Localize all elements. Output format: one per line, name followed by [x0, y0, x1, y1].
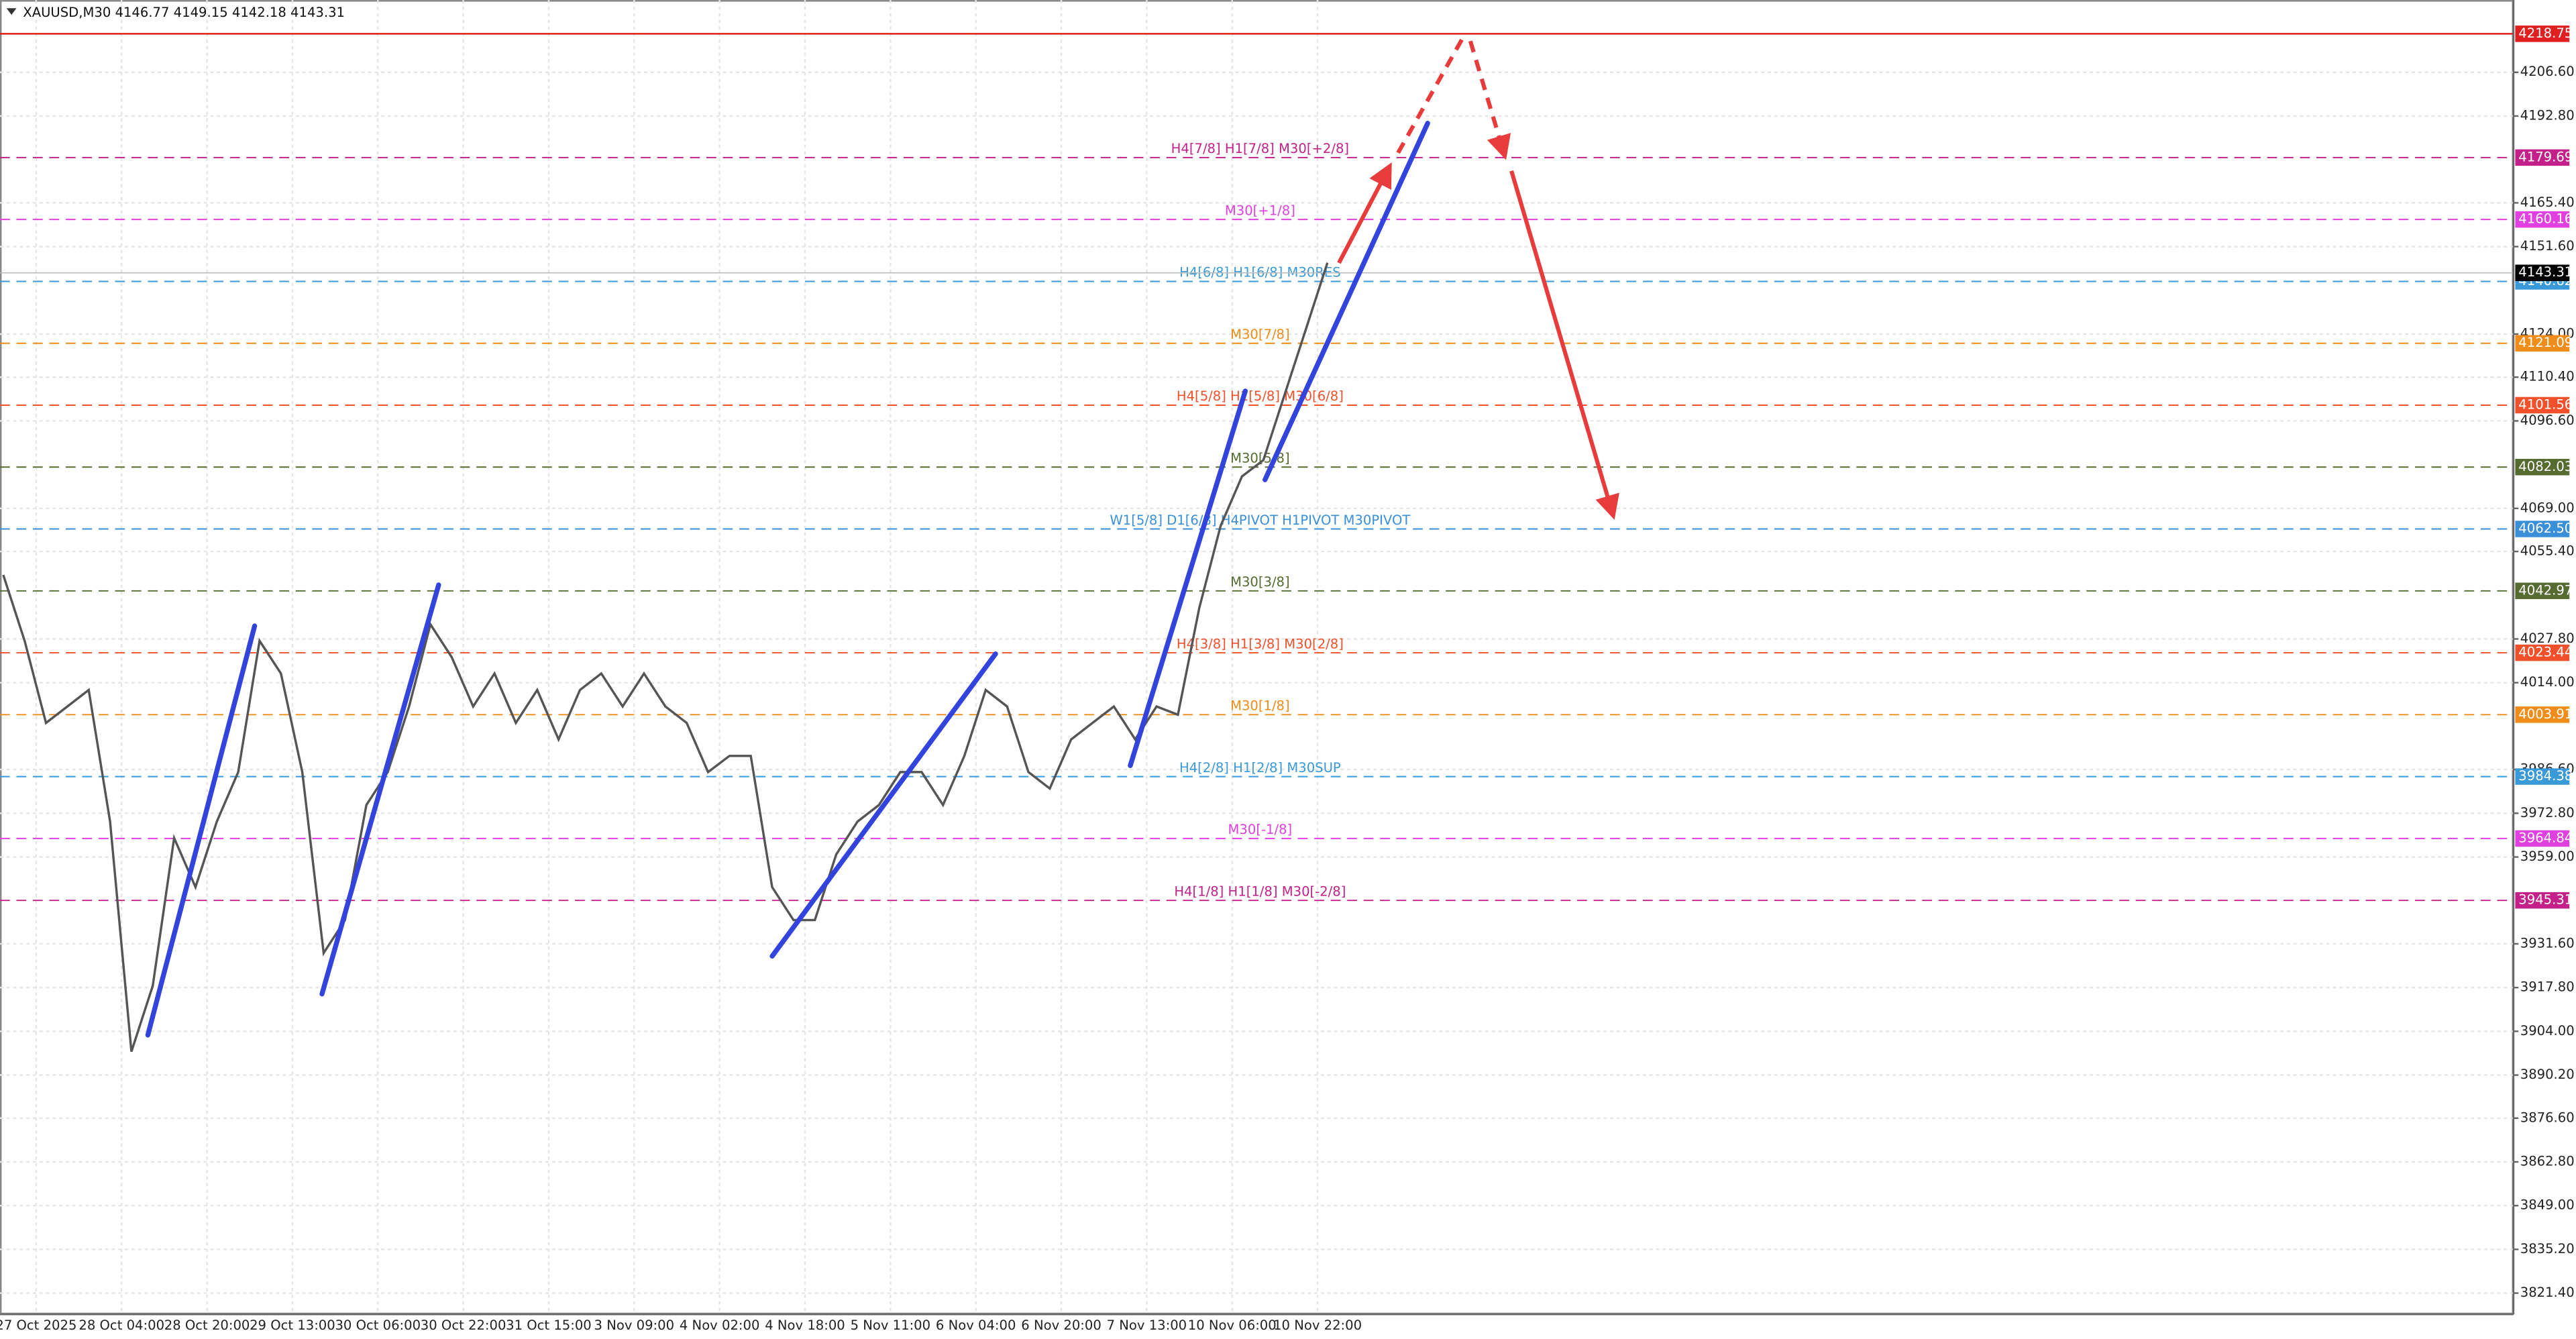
- x-tick-label: 27 Oct 2025: [0, 1318, 76, 1333]
- x-tick-label: 4 Nov 02:00: [680, 1318, 760, 1333]
- trend-line: [1128, 388, 1248, 768]
- x-tick-label: 6 Nov 04:00: [936, 1318, 1016, 1333]
- y-tick-label: 3959.00: [2520, 849, 2575, 864]
- trend-line: [1263, 121, 1430, 482]
- y-tick-label: 3890.20: [2520, 1067, 2575, 1082]
- price-tag: [2515, 706, 2570, 723]
- arrow: [1396, 35, 1466, 154]
- grid: [0, 0, 2514, 1315]
- price-tag: [2515, 459, 2570, 476]
- x-tick-label: 30 Oct 22:00: [421, 1318, 506, 1333]
- y-tick-label: 4151.60: [2520, 238, 2575, 254]
- y-tick-label: 4055.40: [2520, 543, 2575, 559]
- price-tag-label: 3984.38: [2518, 768, 2573, 784]
- x-tick-label: 3 Nov 09:00: [594, 1318, 675, 1333]
- price-tag: [2515, 644, 2570, 661]
- x-tick-label: 10 Nov 22:00: [1273, 1318, 1362, 1333]
- level-label: M30[1/8]: [1230, 698, 1290, 714]
- y-tick-label: 3835.20: [2520, 1241, 2575, 1256]
- price-tag-label: 4042.97: [2518, 582, 2573, 598]
- y-tick-label: 3904.00: [2520, 1023, 2575, 1038]
- x-tick-label: 29 Oct 13:00: [250, 1318, 335, 1333]
- price-tag-label: 3945.31: [2518, 892, 2573, 908]
- y-tick-label: 3821.40: [2520, 1285, 2575, 1300]
- x-tick-label: 10 Nov 06:00: [1188, 1318, 1277, 1333]
- level-label: H4[1/8] H1[1/8] M30[-2/8]: [1174, 883, 1346, 899]
- y-tick-label: 3917.80: [2520, 979, 2575, 995]
- price-tag: [2515, 264, 2570, 282]
- x-tick-label: 6 Nov 20:00: [1021, 1318, 1102, 1333]
- price-tag-label: 4101.56: [2518, 397, 2573, 413]
- y-tick-label: 3931.60: [2520, 935, 2575, 951]
- y-tick-label: 4069.00: [2520, 500, 2575, 515]
- x-tick-label: 31 Oct 15:00: [506, 1318, 592, 1333]
- price-tag: [2515, 521, 2570, 537]
- price-tag-label: 4160.16: [2518, 211, 2573, 227]
- price-tag-label: 3964.84: [2518, 830, 2573, 845]
- price-tag: [2515, 582, 2570, 600]
- level-label: W1[5/8] D1[6/8] H4PIVOT H1PIVOT M30PIVOT: [1110, 513, 1411, 528]
- trend-line: [319, 582, 441, 997]
- y-tick-label: 4206.60: [2520, 64, 2575, 79]
- y-tick-label: 3972.80: [2520, 805, 2575, 820]
- y-tick-label: 4165.40: [2520, 195, 2575, 210]
- price-tag: [2515, 396, 2570, 414]
- trend-line: [769, 651, 998, 959]
- price-tag-label: 4218.75: [2518, 25, 2573, 41]
- y-tick-label: 4110.40: [2520, 369, 2575, 384]
- price-tag: [2515, 335, 2570, 352]
- trend-line: [145, 623, 258, 1038]
- level-label: M30[7/8]: [1230, 327, 1290, 342]
- level-label: M30[+1/8]: [1225, 203, 1295, 218]
- price-tag-label: 4003.91: [2518, 706, 2573, 722]
- price-tag-label: 4062.50: [2518, 521, 2573, 536]
- x-tick-label: 28 Oct 04:00: [78, 1318, 164, 1333]
- price-tag: [2515, 25, 2570, 42]
- arrow: [1337, 162, 1392, 264]
- price-tag-label: 4082.03: [2518, 459, 2573, 474]
- level-label: H4[7/8] H1[7/8] M30[+2/8]: [1171, 141, 1349, 156]
- x-tick-label: 7 Nov 13:00: [1107, 1318, 1187, 1333]
- price-series: [2, 262, 1329, 1053]
- y-tick-label: 4096.60: [2520, 413, 2575, 428]
- price-tag-label: 4179.69: [2518, 149, 2573, 164]
- price-tag: [2515, 830, 2570, 847]
- level-label: H4[5/8] H1[5/8] M30[6/8]: [1177, 388, 1344, 404]
- forecast-arrows: [1337, 35, 1619, 520]
- arrow: [1509, 170, 1619, 520]
- menu-icon: [6, 8, 17, 15]
- price-tag: [2515, 768, 2570, 785]
- chart-title: XAUUSD,M30 4146.77 4149.15 4142.18 4143.…: [23, 5, 345, 20]
- y-tick-label: 4014.00: [2520, 674, 2575, 690]
- level-label: M30[3/8]: [1230, 574, 1290, 590]
- y-tick-label: 4027.80: [2520, 631, 2575, 646]
- y-tick-label: 3862.80: [2520, 1153, 2575, 1169]
- x-tick-label: 30 Oct 06:00: [335, 1318, 421, 1333]
- x-tick-label: 4 Nov 18:00: [765, 1318, 845, 1333]
- price-tag: [2515, 149, 2570, 166]
- price-line: [2, 262, 1329, 1053]
- price-tag: [2515, 211, 2570, 228]
- level-label: M30[-1/8]: [1228, 822, 1293, 837]
- price-tag-label: 4023.44: [2518, 645, 2573, 660]
- y-tick-label: 4192.80: [2520, 107, 2575, 123]
- level-label: H4[3/8] H1[3/8] M30[2/8]: [1177, 636, 1344, 651]
- arrow: [1468, 40, 1511, 160]
- level-label: H4[2/8] H1[2/8] M30SUP: [1179, 760, 1341, 775]
- price-tag-label: 4143.31: [2518, 264, 2573, 280]
- price-tag-label: 4121.09: [2518, 335, 2573, 350]
- price-tag: [2515, 892, 2570, 909]
- y-tick-label: 3876.60: [2520, 1110, 2575, 1125]
- trend-lines: [145, 121, 1430, 1038]
- x-tick-label: 28 Oct 20:00: [164, 1318, 250, 1333]
- y-tick-label: 3849.00: [2520, 1197, 2575, 1213]
- x-tick-label: 5 Nov 11:00: [851, 1318, 931, 1333]
